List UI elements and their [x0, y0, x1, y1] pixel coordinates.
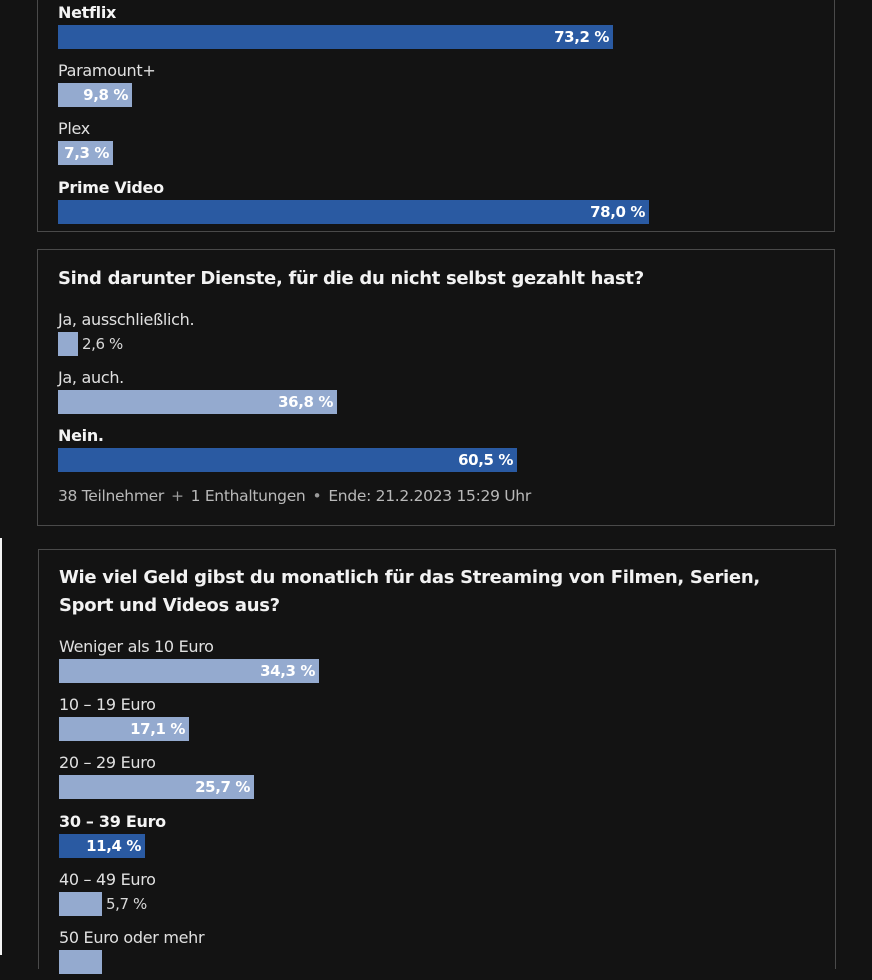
result-percent: 36,8 % [278, 393, 333, 411]
result-percent: 60,5 % [458, 451, 513, 469]
result-bar-track: 17,1 % [59, 717, 817, 741]
result-percent: 9,8 % [83, 86, 128, 104]
result-bar-track: 34,3 % [59, 659, 817, 683]
result-bar [59, 892, 102, 916]
poll-title: Wie viel Geld gibst du monatlich für das… [59, 567, 760, 616]
option-label: Ja, auch. [58, 368, 124, 387]
result-percent: 73,2 % [554, 28, 609, 46]
option-label: Prime Video [58, 178, 164, 197]
option-label: 30 – 39 Euro [59, 812, 166, 831]
option-label: 40 – 49 Euro [59, 870, 156, 889]
poll-meta: 38 Teilnehmer +1 Enthaltungen • Ende: 21.2.… [58, 487, 531, 505]
result-bar [58, 83, 132, 107]
poll-option-under-10[interactable]: Weniger als 10 Euro 34,3 % [59, 637, 817, 689]
result-bar [59, 834, 145, 858]
result-percent: 34,3 % [260, 662, 315, 680]
result-bar-track: 9,8 % [58, 83, 816, 107]
result-percent: 78,0 % [590, 203, 645, 221]
result-bar [58, 332, 78, 356]
meta-separator-dot: • [312, 487, 322, 505]
result-percent: 2,6 % [82, 335, 123, 353]
poll-streaming-services: Netflix 73,2 % Paramount+ 9,8 % Plex 7,3… [37, 0, 835, 232]
participants-count: 38 Teilnehmer [58, 487, 164, 505]
result-percent: 17,1 % [130, 720, 185, 738]
left-edge-line [0, 538, 2, 955]
result-bar-track [59, 950, 817, 974]
result-bar-track: 73,2 % [58, 25, 816, 49]
meta-separator-plus: + [170, 487, 184, 505]
poll-option-40-49[interactable]: 40 – 49 Euro 5,7 % [59, 870, 817, 922]
result-bar [59, 717, 189, 741]
result-bar-track: 36,8 % [58, 390, 816, 414]
option-label: 10 – 19 Euro [59, 695, 156, 714]
poll-end-date: Ende: 21.2.2023 15:29 Uhr [328, 487, 531, 505]
poll-title: Sind darunter Dienste, für die du nicht … [58, 268, 644, 289]
poll-not-self-paid: Sind darunter Dienste, für die du nicht … [37, 249, 835, 526]
result-bar-track: 11,4 % [59, 834, 817, 858]
poll-option-yes-exclusively[interactable]: Ja, ausschließlich. 2,6 % [58, 310, 816, 362]
poll-option-10-19[interactable]: 10 – 19 Euro 17,1 % [59, 695, 817, 747]
poll-option-30-39[interactable]: 30 – 39 Euro 11,4 % [59, 812, 817, 864]
poll-option-plex[interactable]: Plex 7,3 % [58, 119, 816, 171]
poll-option-50-plus[interactable]: 50 Euro oder mehr [59, 928, 817, 980]
result-bar [58, 448, 517, 472]
option-label: Weniger als 10 Euro [59, 637, 214, 656]
poll-option-no[interactable]: Nein. 60,5 % [58, 426, 816, 478]
result-bar [59, 950, 102, 974]
option-label: 50 Euro oder mehr [59, 928, 205, 947]
option-label: Ja, ausschließlich. [58, 310, 195, 329]
poll-option-netflix[interactable]: Netflix 73,2 % [58, 3, 816, 55]
abstentions-count: 1 Enthaltungen [190, 487, 306, 505]
result-bar-track: 25,7 % [59, 775, 817, 799]
poll-option-yes-also[interactable]: Ja, auch. 36,8 % [58, 368, 816, 420]
result-percent: 7,3 % [64, 144, 109, 162]
result-bar [58, 200, 649, 224]
result-bar [59, 659, 319, 683]
poll-monthly-spend: Wie viel Geld gibst du monatlich für das… [38, 549, 836, 974]
option-label: Paramount+ [58, 61, 156, 80]
result-bar [58, 141, 113, 165]
option-label: Plex [58, 119, 90, 138]
poll-option-20-29[interactable]: 20 – 29 Euro 25,7 % [59, 753, 817, 805]
result-percent: 25,7 % [195, 778, 250, 796]
result-percent: 5,7 % [106, 895, 147, 913]
result-bar [58, 25, 613, 49]
option-label: 20 – 29 Euro [59, 753, 156, 772]
poll-option-paramount[interactable]: Paramount+ 9,8 % [58, 61, 816, 113]
result-bar-track: 78,0 % [58, 200, 816, 224]
result-bar [59, 775, 254, 799]
result-bar-track: 5,7 % [59, 892, 817, 916]
poll-option-prime-video[interactable]: Prime Video 78,0 % [58, 178, 816, 230]
result-bar [58, 390, 337, 414]
result-bar-track: 7,3 % [58, 141, 816, 165]
result-bar-track: 2,6 % [58, 332, 816, 356]
option-label: Netflix [58, 3, 117, 22]
option-label: Nein. [58, 426, 104, 445]
result-bar-track: 60,5 % [58, 448, 816, 472]
result-percent: 11,4 % [86, 837, 141, 855]
